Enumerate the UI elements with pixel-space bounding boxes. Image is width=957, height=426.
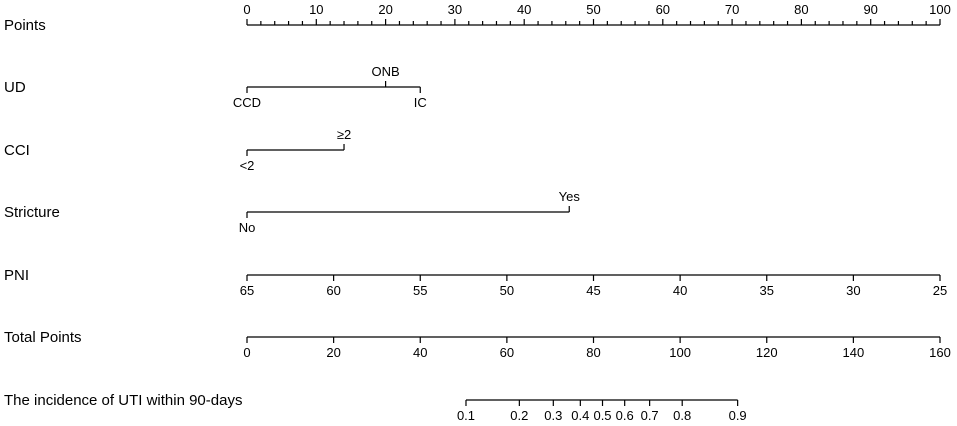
the-incidence-of-uti-within-90-days-tick-label: 0.5 [593,408,611,423]
pni-tick-label: 50 [500,283,514,298]
the-incidence-of-uti-within-90-days-tick-label: 0.2 [510,408,528,423]
the-incidence-of-uti-within-90-days-tick-label: 0.6 [616,408,634,423]
total-points-tick-label: 140 [843,345,865,360]
points-tick-label: 30 [448,2,462,17]
points-tick-label: 50 [586,2,600,17]
pni-tick-label: 40 [673,283,687,298]
the-incidence-of-uti-within-90-days-tick-label: 0.8 [673,408,691,423]
pni-tick-label: 65 [240,283,254,298]
points-tick-label: 40 [517,2,531,17]
pni-tick-label: 30 [846,283,860,298]
points-tick-label: 20 [378,2,392,17]
ud-level-label: CCD [233,95,261,110]
total-points-tick-label: 20 [326,345,340,360]
cci-level-label: <2 [240,158,255,173]
stricture-level-label: Yes [559,189,581,204]
pni-tick-label: 25 [933,283,947,298]
points-tick-label: 100 [929,2,951,17]
the-incidence-of-uti-within-90-days-tick-label: 0.4 [571,408,589,423]
total-points-tick-label: 40 [413,345,427,360]
cci-label: CCI [4,142,30,159]
the-incidence-of-uti-within-90-days-tick-label: 0.9 [729,408,747,423]
points-tick-label: 10 [309,2,323,17]
stricture-label: Stricture [4,204,60,221]
total-points-tick-label: 60 [500,345,514,360]
points-label: Points [4,17,46,34]
pni-label: PNI [4,267,29,284]
ud-level-label: IC [414,95,427,110]
total-points-label: Total Points [4,329,82,346]
points-tick-label: 80 [794,2,808,17]
points-tick-label: 0 [243,2,250,17]
points-tick-label: 60 [656,2,670,17]
pni-tick-label: 35 [760,283,774,298]
the-incidence-of-uti-within-90-days-label: The incidence of UTI within 90-days [4,392,242,409]
total-points-tick-label: 160 [929,345,951,360]
total-points-tick-label: 120 [756,345,778,360]
points-tick-label: 70 [725,2,739,17]
pni-tick-label: 60 [326,283,340,298]
ud-label: UD [4,79,26,96]
pni-tick-label: 55 [413,283,427,298]
points-tick-label: 90 [863,2,877,17]
the-incidence-of-uti-within-90-days-tick-label: 0.1 [457,408,475,423]
total-points-tick-label: 0 [243,345,250,360]
the-incidence-of-uti-within-90-days-tick-label: 0.7 [641,408,659,423]
cci-level-label: ≥2 [337,127,351,142]
total-points-tick-label: 80 [586,345,600,360]
ud-level-label: ONB [372,64,400,79]
total-points-tick-label: 100 [669,345,691,360]
pni-tick-label: 45 [586,283,600,298]
stricture-level-label: No [239,220,256,235]
the-incidence-of-uti-within-90-days-tick-label: 0.3 [544,408,562,423]
